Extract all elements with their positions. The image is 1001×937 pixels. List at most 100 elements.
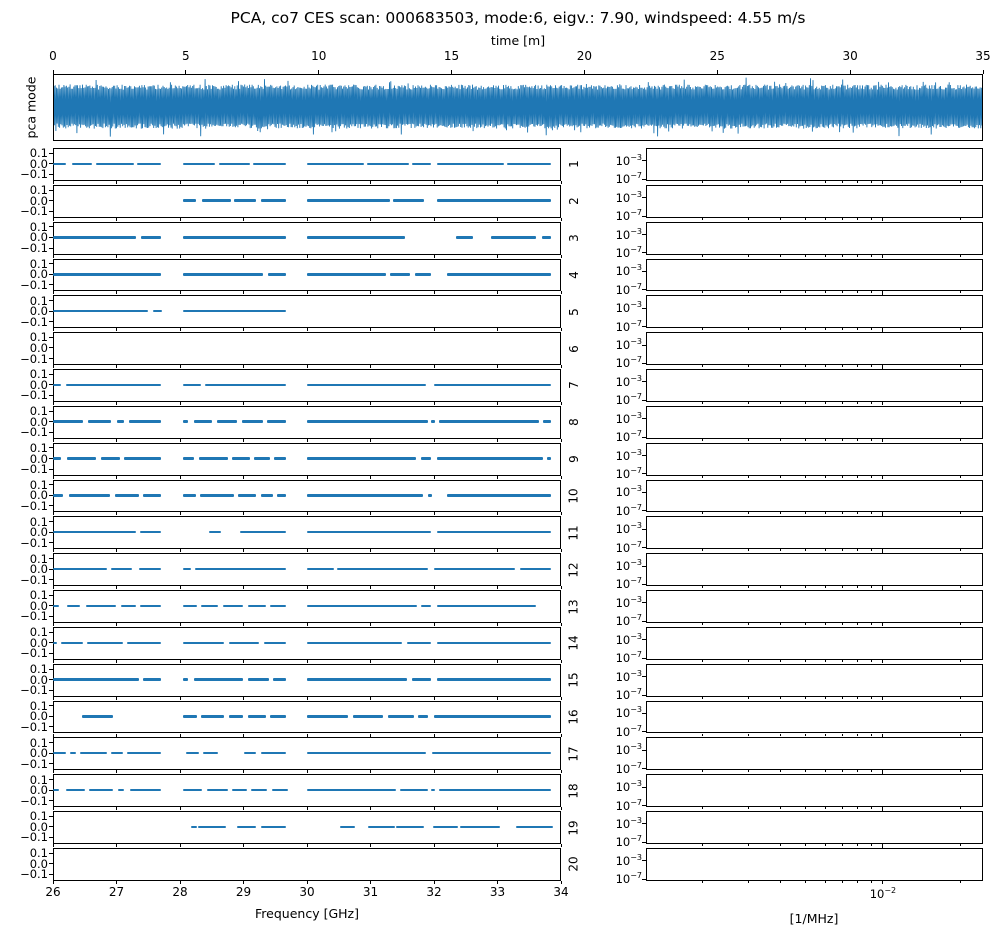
x-minor-tick-mark [747,217,749,220]
y-tick-mark [49,484,53,486]
data-segment [143,494,161,497]
y-tick-mark [49,558,53,559]
x-minor-tick-mark [959,696,961,699]
x-minor-tick-mark [857,696,859,699]
x-tick-mark [243,328,244,332]
data-segment [541,236,552,239]
data-segment [241,420,263,423]
data-segment [137,162,161,165]
psd-subplot-frame [646,626,983,660]
x-minor-tick-mark [702,254,704,257]
data-segment [120,604,136,608]
x-minor-tick-mark [857,180,859,183]
y-tick-label: 0.1 [29,219,48,234]
data-segment [111,752,123,755]
data-segment [272,788,288,792]
x-minor-tick-mark [747,180,749,183]
x-major-tick-mark [882,549,884,553]
data-segment [431,420,436,423]
data-segment [60,641,83,644]
y-tick-label: 0.0 [29,672,48,687]
x-tick-mark [497,844,498,848]
x-minor-tick-mark [804,328,806,331]
row-number-text: 9 [566,455,581,463]
exponent: −3 [630,668,642,678]
row-number-text: 19 [567,819,581,836]
x-minor-tick-mark [825,659,827,662]
x-tick-mark [179,475,181,479]
x-minor-tick-mark [779,622,781,625]
x-minor-tick-mark [870,844,872,847]
y-tick-label: −0.1 [20,167,48,182]
row-number-label: 5 [564,295,584,328]
y-tick-mark [49,431,53,433]
exponent: −3 [630,594,642,604]
x-tick-mark [52,733,54,737]
x-minor-tick-mark [857,365,859,368]
psd-subplot-frame [646,847,983,881]
exponent: −7 [630,392,642,402]
log-y-tick-label: 10−3 [615,558,642,573]
y-tick-mark [49,852,53,854]
data-segment [100,457,120,460]
time-tick-label: 15 [443,49,460,63]
log-y-tick-label: 10−7 [615,392,642,408]
x-tick-mark [370,844,371,848]
x-tick-mark [306,180,308,184]
exponent: −3 [630,152,642,162]
x-tick-mark [306,438,308,442]
y-tick-label: 0.0 [29,304,48,319]
y-tick-label: 0.1 [29,551,48,566]
x-minor-tick-mark [870,438,872,441]
x-tick-mark [497,770,498,774]
x-minor-tick-mark [779,844,781,847]
data-segment [446,273,552,276]
x-tick-mark [116,807,117,811]
x-minor-tick-mark [842,254,844,257]
x-minor-tick-mark [959,401,961,404]
data-segment [389,273,410,276]
x-minor-tick-mark [825,549,827,552]
y-tick-mark [49,200,53,202]
x-minor-tick-mark [857,659,859,662]
x-tick-mark [306,328,308,332]
x-tick-mark [52,622,54,626]
log-y-tick-label: 10−3 [615,668,642,684]
log-y-tick-label: 10−7 [615,650,642,665]
y-tick-label: 0.1 [29,404,48,419]
y-tick-mark [49,789,53,791]
y-tick-mark [49,336,53,338]
data-segment [205,383,287,387]
y-tick-mark [49,631,53,633]
y-tick-label: 0.0 [29,856,48,871]
x-tick-mark [306,733,308,737]
x-tick-mark [306,254,308,258]
x-tick-mark [116,438,117,442]
x-minor-tick-mark [825,770,827,773]
exponent: −7 [630,613,642,623]
x-tick-mark [560,512,562,516]
x-tick-mark [306,291,308,295]
x-tick-mark [560,254,562,258]
x-tick-mark [179,365,181,369]
x-minor-tick-mark [747,622,749,625]
data-segment [307,420,428,423]
psd-subplot-frame [646,774,983,808]
exponent: −7 [630,723,642,733]
x-tick-mark [116,180,117,184]
data-segment [434,383,552,387]
data-segment [70,752,77,755]
x-tick-mark [179,180,181,184]
y-tick-mark [49,863,53,865]
y-tick-label: 0.1 [29,330,48,345]
x-minor-tick-mark [959,586,961,589]
row-number-label: 8 [564,406,584,439]
exponent: −7 [630,318,642,328]
x-tick-mark [243,844,244,848]
y-tick-mark [642,234,646,235]
time-tick-mark [583,70,585,74]
data-segment [194,567,287,571]
x-tick-mark [370,438,371,442]
x-tick-mark [497,401,498,405]
data-segment [130,788,161,792]
